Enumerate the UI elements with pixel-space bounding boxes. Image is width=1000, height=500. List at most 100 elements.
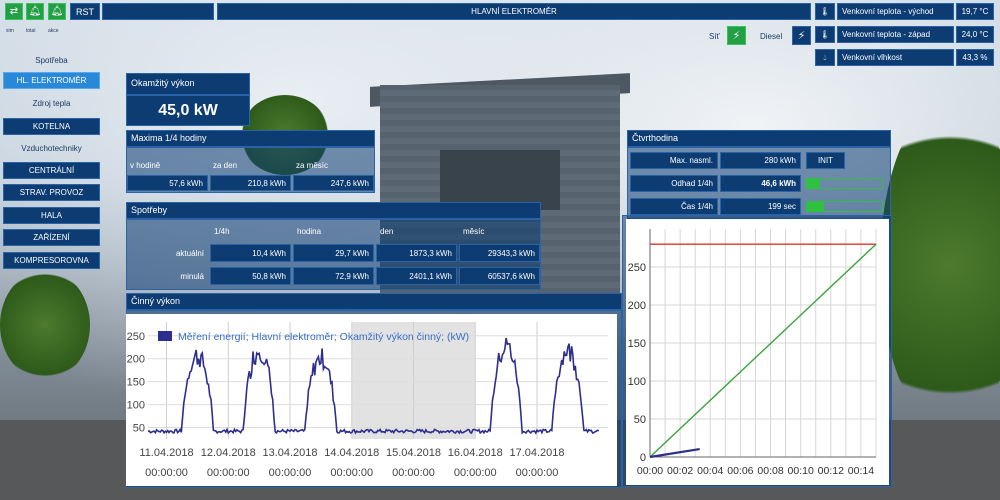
toolbar-caption: sim <box>6 28 14 34</box>
building-windows <box>440 150 560 210</box>
time-progress-bar <box>806 201 883 212</box>
reset-button[interactable]: RST <box>70 3 100 20</box>
consumption-cell: 29,7 kWh <box>293 244 374 262</box>
maxima-value: 57,6 kWh <box>127 175 208 191</box>
x-tick-label: 00:00:00 <box>145 467 188 479</box>
nav-heading-spotreba: Spotřeba <box>35 56 68 65</box>
nav-item-kotelna[interactable]: KOTELNA <box>3 118 100 135</box>
x-tick-label: 00:14 <box>848 465 874 477</box>
nav-item-hala[interactable]: HALA <box>3 207 100 224</box>
y-tick-label: 250 <box>127 331 145 343</box>
x-tick-label: 17.04.2018 <box>509 447 564 459</box>
y-tick-label: 50 <box>634 414 646 426</box>
quarter-row-value: 199 sec <box>720 198 801 215</box>
quarter-row-label: Čas 1/4h <box>630 198 718 215</box>
x-tick-label: 00:00:00 <box>516 467 559 479</box>
x-tick-label: 00:00:00 <box>330 467 373 479</box>
x-tick-label: 00:00 <box>637 465 663 477</box>
nav-item-strav-provoz[interactable]: STRAV. PROVOZ <box>3 184 100 201</box>
instant-power-title: Okamžitý výkon <box>126 73 250 95</box>
toolbar-spacer <box>102 3 214 20</box>
y-tick-label: 250 <box>628 262 646 274</box>
consumption-cell: 29343,3 kWh <box>459 244 540 262</box>
active-power-svg: 11.04.2018 00:00:00 12.04.2018 00:00:00 13.0… <box>127 322 608 479</box>
x-tick-label: 11.04.2018 <box>139 447 193 459</box>
quarter-row-label: Max. nasml. <box>630 152 718 169</box>
source-grid-label: Síť <box>709 32 720 41</box>
thermometer-icon: 🌡︎ <box>815 26 835 43</box>
quarter-row-label: Odhad 1/4h <box>630 175 718 192</box>
consumption-cell: 10,4 kWh <box>210 244 291 262</box>
legend-label: Měření energií; Hlavní elektroměr; Okamž… <box>178 331 469 343</box>
droplet-icon: 💧︎ <box>815 49 835 66</box>
consumption-cell: 60537,6 kWh <box>459 267 540 285</box>
y-tick-label: 100 <box>127 400 145 412</box>
lightning-icon: ⚡︎ <box>732 30 741 42</box>
toolbar-caption: akce <box>48 28 59 34</box>
swap-button[interactable]: ⇄ <box>5 3 23 20</box>
power-series-line <box>147 337 600 435</box>
consumption-header: den <box>380 227 394 236</box>
x-tick-label: 16.04.2018 <box>448 447 503 459</box>
estimate-progress-fill <box>807 179 820 188</box>
tree <box>0 270 90 380</box>
x-tick-label: 00:00:00 <box>392 467 435 479</box>
bell-icon: 🔔︎ <box>28 6 42 17</box>
swap-icon: ⇄ <box>9 6 19 17</box>
grid-status-indicator: ⚡︎ <box>727 26 746 45</box>
consumption-header: měsíc <box>463 227 485 236</box>
x-tick-label: 00:04 <box>697 465 723 477</box>
diesel-status-indicator: ⚡︎ <box>792 26 811 45</box>
x-tick-label: 15.04.2018 <box>386 447 441 459</box>
quarter-title: Čtvrthodina <box>627 130 891 147</box>
bell-icon: 🔔︎ <box>50 6 64 17</box>
nav-heading-zdroj-tepla: Zdroj tepla <box>32 99 71 108</box>
quarter-row-value: 46,6 kWh <box>720 175 801 192</box>
lightning-icon: ⚡︎ <box>797 30 806 42</box>
consumption-cell: 50,8 kWh <box>210 267 291 285</box>
nav-item-zarizeni[interactable]: ZAŘÍZENÍ <box>3 229 100 246</box>
legend-swatch <box>158 331 172 341</box>
tree <box>880 100 1000 430</box>
y-tick-label: 200 <box>127 354 145 366</box>
nav-heading-vzduchotechniky: Vzduchotechniky <box>21 144 82 153</box>
time-progress-fill <box>807 202 824 211</box>
maxima-title: Maxima 1/4 hodiny <box>126 130 375 147</box>
consumption-header: 1/4h <box>214 227 230 236</box>
maxima-header: za den <box>213 161 238 170</box>
series-line <box>649 448 700 459</box>
consumption-cell: 1873,3 kWh <box>376 244 457 262</box>
nav-item-kompresorovna[interactable]: KOMPRESOROVNA <box>3 252 100 269</box>
weather-value: 19,7 °C <box>956 3 994 20</box>
series-line <box>649 243 877 458</box>
x-tick-label: 00:00:00 <box>454 467 497 479</box>
x-tick-label: 00:00:00 <box>207 467 250 479</box>
maxima-value: 210,8 kWh <box>210 175 291 191</box>
y-tick-label: 0 <box>640 452 646 464</box>
maxima-header: v hodině <box>130 161 161 170</box>
active-power-chart: 11.04.2018 00:00:00 12.04.2018 00:00:00 13.0… <box>126 314 617 486</box>
nav-item-hl-elektromer[interactable]: HL. ELEKTROMĚR <box>3 72 100 89</box>
weather-label: Venkovní teplota - východ <box>837 3 954 20</box>
consumption-row-label: aktuální <box>175 249 204 258</box>
consumption-cell: 2401,1 kWh <box>376 267 457 285</box>
x-tick-label: 00:06 <box>727 465 753 477</box>
weather-label: Venkovní teplota - západ <box>837 26 954 43</box>
bell-button[interactable]: 🔔︎ <box>26 3 44 20</box>
x-tick-label: 00:12 <box>818 465 844 477</box>
y-tick-label: 150 <box>127 377 145 389</box>
bell-alert-button[interactable]: 🔔︎ <box>48 3 66 20</box>
nav-item-centralni[interactable]: CENTRÁLNÍ <box>3 162 100 179</box>
x-tick-label: 00:02 <box>667 465 693 477</box>
y-tick-label: 150 <box>628 338 646 350</box>
source-diesel-label: Diesel <box>760 32 783 41</box>
quarter-svg: 0 50 100 150 200 250 00:00 00:02 00:04 00:06 00:08… <box>628 229 877 477</box>
thermometer-icon: 🌡︎ <box>815 3 835 20</box>
x-tick-label: 00:00:00 <box>269 467 312 479</box>
weather-value: 43,3 % <box>956 49 994 66</box>
consumption-header: hodina <box>297 227 322 236</box>
maxima-value: 247,6 kWh <box>293 175 374 191</box>
init-button[interactable]: INIT <box>806 152 845 169</box>
consumption-cell: 72,9 kWh <box>293 267 374 285</box>
weather-label: Venkovní vlhkost <box>837 49 954 66</box>
